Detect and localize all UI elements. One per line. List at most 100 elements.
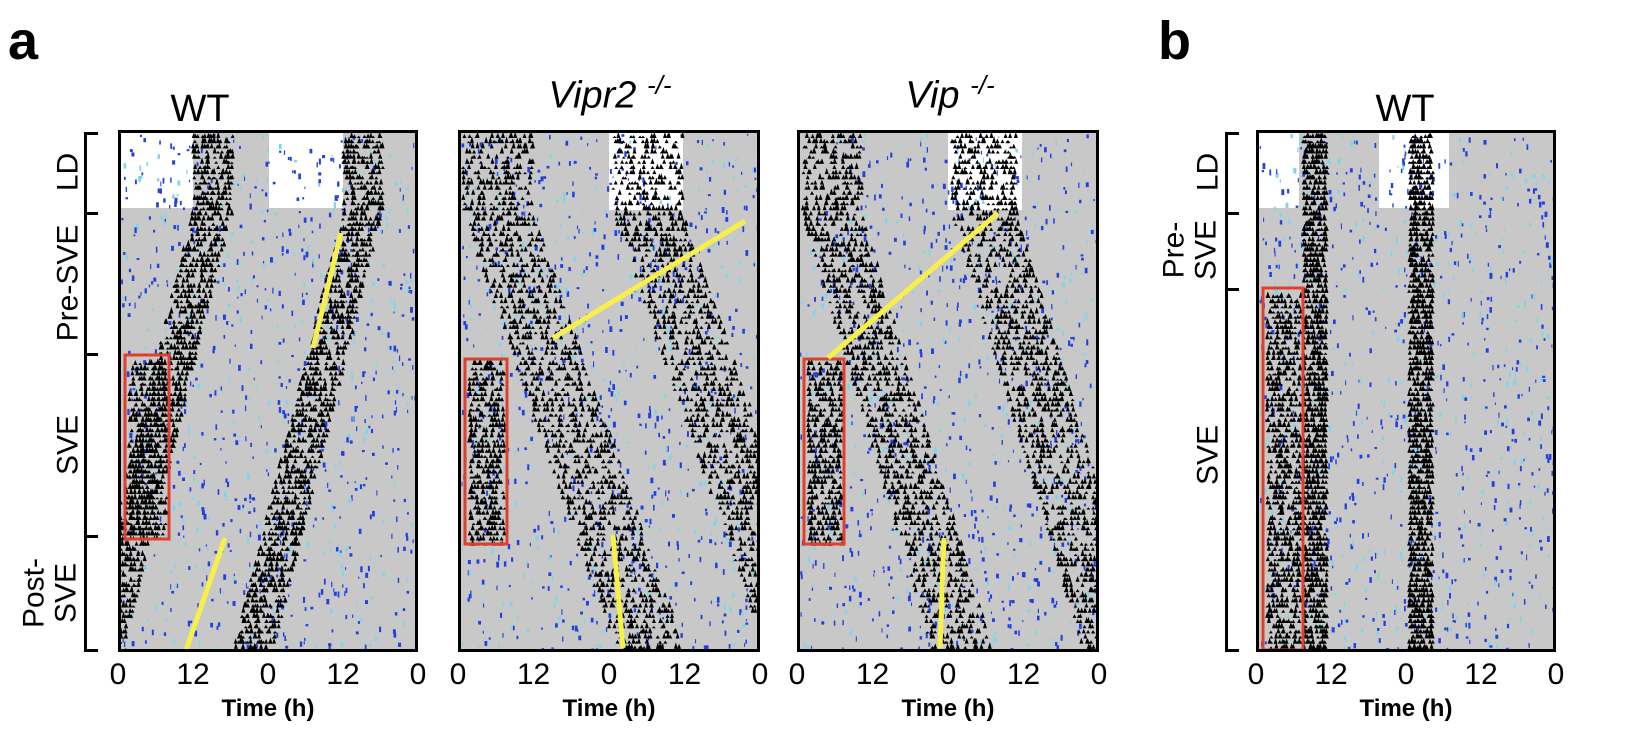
activity-bout <box>139 431 144 438</box>
activity-bout <box>199 320 204 324</box>
activity-speck <box>520 280 522 283</box>
activity-bout <box>277 581 282 587</box>
activity-speck <box>146 435 149 441</box>
activity-speck <box>747 133 749 136</box>
activity-bout <box>380 190 385 195</box>
activity-bout <box>366 144 371 149</box>
activity-bout <box>163 464 168 469</box>
activity-speck <box>375 370 377 375</box>
activity-bout <box>128 497 133 505</box>
plot-title-vipr2: Vipr2 -/- <box>548 70 672 117</box>
activity-bout <box>149 449 154 453</box>
activity-bout <box>138 387 143 391</box>
activity-speck <box>609 380 612 385</box>
activity-speck <box>338 550 342 557</box>
activity-bout <box>336 356 341 360</box>
activity-bout <box>349 271 354 278</box>
activity-speck <box>712 521 716 526</box>
activity-bout <box>154 373 159 376</box>
activity-speck <box>289 584 292 587</box>
activity-speck <box>198 640 200 646</box>
activity-speck <box>388 209 391 215</box>
activity-speck <box>576 324 579 331</box>
activity-speck <box>291 310 294 316</box>
activity-speck <box>341 570 344 577</box>
activity-bout <box>190 332 195 340</box>
activity-speck <box>680 134 682 137</box>
activity-bout <box>190 274 195 278</box>
activity-speck <box>568 314 570 321</box>
activity-bout <box>197 325 202 329</box>
activity-speck <box>627 219 630 222</box>
activity-bout <box>164 453 169 458</box>
activity-speck <box>172 146 175 150</box>
activity-speck <box>725 217 729 222</box>
activity-speck <box>265 448 269 453</box>
activity-speck <box>477 149 480 154</box>
activity-speck <box>226 321 228 325</box>
activity-bout <box>261 603 266 608</box>
activity-speck <box>206 308 209 314</box>
activity-speck <box>174 563 176 569</box>
activity-bout <box>270 621 275 629</box>
activity-bout <box>294 411 299 417</box>
activity-speck <box>197 500 201 506</box>
activity-speck <box>587 142 589 147</box>
activity-speck <box>705 645 709 649</box>
activity-speck <box>480 596 483 600</box>
activity-speck <box>286 249 289 254</box>
activity-speck <box>234 344 237 347</box>
activity-bout <box>353 274 358 278</box>
activity-speck <box>331 328 335 332</box>
activity-speck <box>192 206 195 211</box>
activity-bout <box>158 423 163 427</box>
activity-bout <box>318 426 323 433</box>
activity-bout <box>144 362 149 366</box>
activity-speck <box>207 185 210 190</box>
activity-bout <box>156 452 161 458</box>
activity-speck <box>222 314 226 320</box>
activity-speck <box>732 325 735 330</box>
activity-speck <box>330 547 332 554</box>
activity-speck <box>554 343 557 349</box>
activity-speck <box>717 231 720 234</box>
activity-speck <box>354 405 357 412</box>
activity-bout <box>163 318 168 324</box>
activity-speck <box>372 281 375 287</box>
activity-speck <box>276 632 279 638</box>
activity-bout <box>209 143 214 149</box>
activity-bout <box>264 638 269 644</box>
activity-bout <box>324 414 329 417</box>
activity-speck <box>170 177 172 183</box>
activity-speck <box>266 469 268 472</box>
activity-bout <box>129 458 134 464</box>
activity-bout <box>328 287 333 293</box>
activity-bout <box>287 478 292 484</box>
activity-speck <box>640 505 644 510</box>
activity-speck <box>562 359 566 364</box>
activity-bout <box>372 149 377 154</box>
activity-speck <box>396 516 398 522</box>
activity-speck <box>753 355 755 361</box>
actogram-wt-a <box>118 130 418 652</box>
activity-bout <box>184 342 189 350</box>
activity-speck <box>165 215 167 219</box>
activity-speck <box>723 189 727 195</box>
activity-speck <box>636 529 640 535</box>
activity-speck <box>530 344 532 347</box>
activity-bout <box>185 249 190 252</box>
activity-bout <box>291 446 296 453</box>
activity-speck <box>389 280 392 286</box>
activity-bout <box>136 467 141 474</box>
activity-bout <box>152 401 157 407</box>
activity-bout <box>139 363 144 371</box>
activity-bout <box>196 330 201 335</box>
activity-speck <box>653 491 657 496</box>
activity-speck <box>174 197 178 204</box>
activity-speck <box>177 153 181 156</box>
activity-bout <box>193 344 198 350</box>
activity-bout <box>307 497 312 505</box>
phase-label-pre-sve-b: Pre- SVE <box>1157 219 1223 281</box>
activity-bout <box>202 298 207 304</box>
activity-speck <box>607 425 610 430</box>
